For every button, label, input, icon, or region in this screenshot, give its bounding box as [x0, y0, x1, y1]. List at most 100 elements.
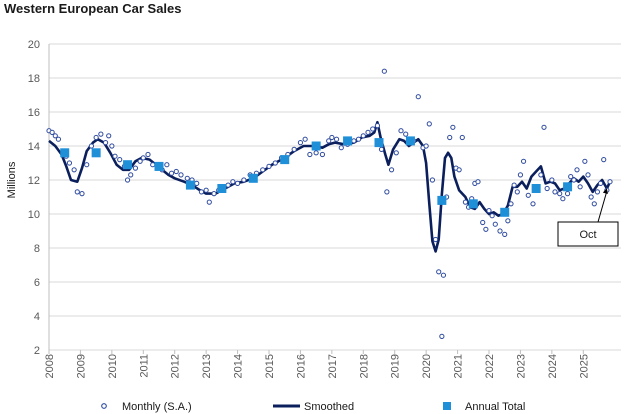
- plot-area: [46, 68, 613, 339]
- monthly-point: [266, 163, 272, 169]
- annual-marker: [563, 182, 573, 192]
- x-tick-label: 2015: [264, 354, 276, 378]
- y-axis-title: Millions: [6, 161, 18, 198]
- monthly-point: [206, 199, 212, 205]
- annual-marker: [500, 207, 510, 217]
- monthly-point: [84, 162, 90, 168]
- monthly-point: [432, 236, 439, 243]
- annotation-arrow: [597, 190, 608, 223]
- monthly-point: [173, 168, 179, 175]
- monthly-point: [164, 162, 170, 168]
- monthly-point: [429, 177, 436, 183]
- monthly-point: [582, 158, 588, 164]
- legend-smoothed-label: Smoothed: [304, 401, 354, 413]
- y-tick-label: 4: [34, 311, 40, 323]
- monthly-point: [426, 121, 432, 127]
- monthly-point: [571, 177, 577, 183]
- monthly-point: [117, 157, 123, 163]
- monthly-point: [88, 143, 95, 149]
- gridlines: [48, 43, 621, 354]
- x-tick-label: 2009: [75, 354, 87, 378]
- monthly-point: [601, 157, 607, 163]
- monthly-point: [378, 146, 385, 152]
- legend-annual-marker: [443, 402, 451, 410]
- monthly-point: [591, 201, 597, 207]
- monthly-point: [351, 138, 357, 144]
- monthly-point: [486, 208, 492, 214]
- x-tick-label: 2018: [358, 354, 370, 378]
- monthly-point: [112, 153, 118, 159]
- monthly-point: [71, 167, 77, 173]
- monthly-point: [319, 151, 326, 158]
- monthly-point: [132, 165, 139, 171]
- monthly-point: [541, 124, 547, 130]
- monthly-point: [436, 269, 442, 275]
- monthly-point: [544, 185, 550, 192]
- monthly-point: [517, 172, 524, 178]
- x-tick-label: 2019: [390, 354, 402, 378]
- monthly-point: [365, 129, 371, 135]
- monthly-point: [489, 213, 495, 219]
- legend: Monthly (S.A.) Smoothed Annual Total: [101, 401, 525, 413]
- monthly-point: [93, 134, 99, 141]
- legend-annual-label: Annual Total: [465, 401, 525, 413]
- monthly-point: [297, 140, 304, 146]
- annual-marker: [154, 161, 164, 171]
- annual-marker: [311, 141, 321, 151]
- x-tick-label: 2012: [170, 354, 182, 378]
- monthly-point: [398, 128, 404, 134]
- x-tick-label: 2013: [201, 354, 213, 378]
- y-tick-label: 8: [34, 243, 40, 255]
- monthly-point: [102, 140, 109, 146]
- monthly-point: [439, 333, 445, 339]
- annual-marker: [437, 195, 447, 205]
- monthly-point: [79, 191, 85, 197]
- monthly-point: [480, 219, 486, 226]
- monthly-point: [198, 189, 205, 195]
- annual-marker: [123, 160, 133, 170]
- monthly-point: [403, 131, 409, 137]
- monthly-point: [508, 201, 514, 207]
- monthly-point: [450, 124, 456, 130]
- monthly-point: [462, 199, 469, 205]
- monthly-point: [184, 175, 190, 181]
- monthly-point: [384, 189, 390, 195]
- y-tick-label: 2: [34, 345, 40, 357]
- annual-marker: [405, 136, 415, 146]
- monthly-point: [560, 196, 566, 202]
- annotation-label: Oct: [579, 229, 596, 241]
- monthly-point: [355, 136, 362, 142]
- x-tick-label: 2023: [515, 354, 527, 378]
- monthly-point: [260, 167, 266, 173]
- monthly-point: [49, 129, 55, 135]
- annual-marker: [248, 173, 258, 183]
- y-tick-label: 14: [28, 141, 40, 153]
- annual-marker: [280, 155, 290, 165]
- chart-title: Western European Car Sales: [4, 1, 182, 16]
- y-tick-label: 12: [28, 175, 40, 187]
- x-tick-label: 2011: [138, 354, 150, 378]
- monthly-point: [502, 231, 508, 237]
- monthly-point: [338, 145, 344, 151]
- monthly-point: [415, 94, 421, 100]
- x-tick-label: 2010: [107, 354, 119, 378]
- y-tick-label: 10: [28, 209, 40, 221]
- monthly-point: [230, 179, 236, 185]
- annotation: Oct: [557, 188, 619, 247]
- monthly-point: [241, 177, 247, 183]
- annotation-arrowhead: [602, 188, 608, 195]
- y-tick-label: 6: [34, 277, 40, 289]
- y-axis-ticks: 2 4 6 8 10 12 14 16 18 20: [28, 39, 40, 357]
- x-tick-label: 2020: [421, 354, 433, 378]
- monthly-point: [423, 143, 429, 149]
- y-tick-label: 20: [28, 39, 40, 51]
- monthly-point: [140, 155, 146, 161]
- legend-monthly-marker: [101, 403, 107, 409]
- monthly-point: [272, 160, 278, 166]
- monthly-point: [492, 221, 498, 227]
- monthly-point: [549, 177, 555, 183]
- monthly-point: [178, 172, 184, 178]
- monthly-point: [381, 68, 387, 74]
- monthly-point: [137, 158, 143, 164]
- monthly-point: [307, 151, 313, 158]
